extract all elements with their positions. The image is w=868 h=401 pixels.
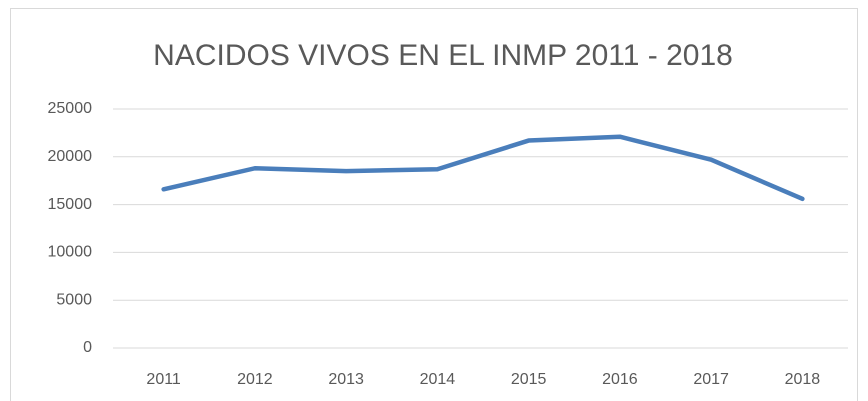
y-tick-label: 10000 [48, 244, 93, 261]
x-tick-label: 2014 [420, 371, 456, 388]
x-tick-label: 2015 [511, 371, 547, 388]
x-tick-label: 2017 [693, 371, 729, 388]
y-tick-label: 5000 [56, 291, 92, 308]
y-tick-label: 0 [83, 339, 92, 356]
x-tick-label: 2011 [146, 371, 181, 388]
y-tick-label: 20000 [48, 148, 93, 165]
x-tick-label: 2013 [328, 371, 364, 388]
y-tick-label: 15000 [48, 196, 93, 213]
y-tick-label: 25000 [48, 100, 93, 117]
x-tick-label: 2018 [785, 371, 821, 388]
line-series [161, 134, 805, 202]
x-tick-label: 2016 [602, 371, 638, 388]
chart-title: NACIDOS VIVOS EN EL INMP 2011 - 2018 [153, 39, 733, 72]
x-tick-label: 2012 [237, 371, 273, 388]
